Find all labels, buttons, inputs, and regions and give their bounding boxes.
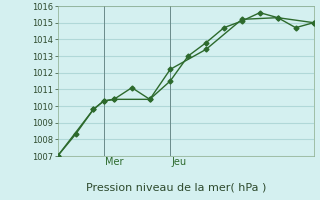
Text: Mer: Mer — [105, 157, 124, 167]
Text: Pression niveau de la mer( hPa ): Pression niveau de la mer( hPa ) — [86, 182, 266, 192]
Text: Jeu: Jeu — [172, 157, 187, 167]
